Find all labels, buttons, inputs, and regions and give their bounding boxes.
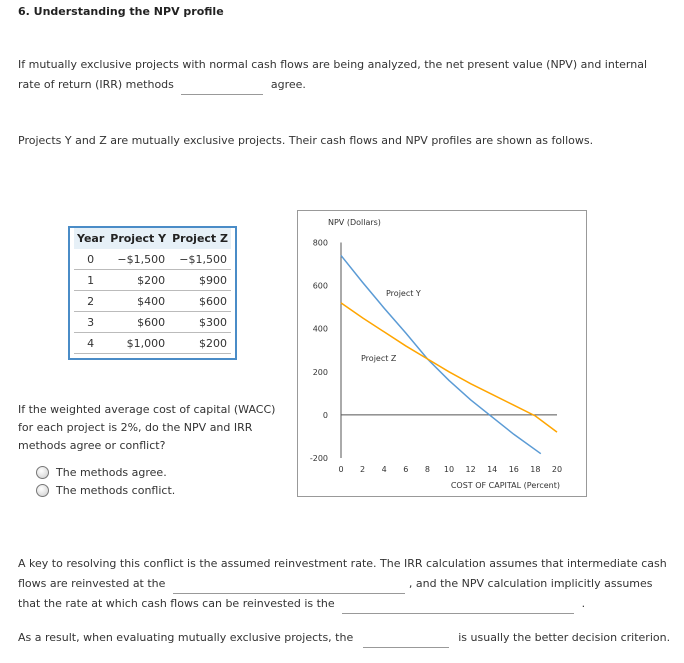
cell-project-y: $1,000 (107, 332, 170, 354)
series-line-project-y (340, 254, 542, 455)
x-tick-label: 14 (487, 465, 497, 474)
table-row: 1 $200 $900 (74, 269, 231, 291)
question-3-text-e: . (581, 597, 586, 610)
x-tick-label: 2 (360, 465, 365, 474)
x-tick-label: 16 (509, 465, 519, 474)
y-tick-label: 800 (313, 239, 328, 248)
decision-criterion-blank[interactable] (362, 633, 449, 648)
x-tick-label: 4 (382, 465, 387, 474)
cell-project-z: $200 (169, 332, 231, 354)
table-row: 3 $600 $300 (74, 311, 231, 333)
question-3-text-d: that the rate at which cash flows can be… (18, 597, 335, 610)
page-title: 6. Understanding the NPV profile (18, 5, 224, 18)
x-tick-label: 8 (425, 465, 430, 474)
question-3-text-c: , and the NPV calculation implicitly ass… (408, 577, 653, 590)
cell-project-z: $900 (169, 269, 231, 291)
cell-year: 4 (74, 332, 108, 354)
question-1-text-b: rate of return (IRR) methods (18, 78, 174, 91)
option-agree[interactable]: The methods agree. (36, 463, 298, 481)
option-conflict-label: The methods conflict. (56, 483, 176, 497)
cell-year: 1 (74, 269, 108, 291)
question-1-text: If mutually exclusive projects with norm… (18, 58, 648, 71)
x-tick-label: 6 (403, 465, 408, 474)
y-tick-label: 200 (313, 368, 328, 377)
cell-project-z: $600 (169, 290, 231, 312)
cell-project-y: $200 (107, 269, 170, 291)
cash-flow-table: Year Project Y Project Z 0 −$1,500 −$1,500… (68, 226, 237, 360)
x-tick-label: 20 (552, 465, 562, 474)
option-agree-label: The methods agree. (56, 465, 167, 479)
y-tick-label: -200 (310, 454, 328, 463)
table-row: 4 $1,000 $200 (74, 332, 231, 354)
question-3-text-b: flows are reinvested at the (18, 577, 166, 590)
question-2-line-1: If the weighted average cost of capital … (18, 403, 276, 416)
y-tick-label: 600 (313, 282, 328, 291)
intro-text: Projects Y and Z are mutually exclusive … (18, 134, 594, 147)
cell-year: 2 (74, 290, 108, 312)
x-tick-label: 0 (338, 465, 343, 474)
question-4-text-b: is usually the better decision criterion… (458, 631, 671, 644)
cell-project-y: $600 (107, 311, 170, 333)
series-line-project-z (340, 302, 558, 433)
radio-button-icon[interactable] (36, 483, 49, 497)
series-label-project-y: Project Y (386, 289, 421, 298)
question-4-text-a: As a result, when evaluating mutually ex… (18, 631, 354, 644)
irr-reinvestment-blank[interactable] (172, 579, 405, 594)
npv-reinvestment-blank[interactable] (342, 599, 575, 614)
x-tick-label: 12 (466, 465, 476, 474)
cell-year: 0 (74, 249, 108, 270)
radio-button-icon[interactable] (36, 465, 49, 479)
y-axis-label: NPV (Dollars) (328, 218, 381, 227)
table-row: 2 $400 $600 (74, 290, 231, 312)
header-project-y: Project Y (107, 228, 170, 249)
cell-project-y: −$1,500 (107, 249, 170, 270)
header-year: Year (74, 228, 108, 249)
x-tick-label: 18 (530, 465, 540, 474)
y-tick-label: 400 (313, 325, 328, 334)
question-2-line-2: for each project is 2%, do the NPV and I… (18, 421, 253, 434)
npv-chart-svg: NPV (Dollars)COST OF CAPITAL (Percent)80… (310, 218, 562, 490)
x-tick-label: 10 (444, 465, 454, 474)
cell-project-z: −$1,500 (169, 249, 231, 270)
question-1-text-c: agree. (270, 78, 306, 91)
question-2-line-3: methods agree or conflict? (18, 439, 166, 452)
option-conflict[interactable]: The methods conflict. (36, 481, 298, 499)
npv-profile-chart: NPV (Dollars) COST OF CAPITAL (Percent) 80… (297, 210, 587, 497)
series-label-project-z: Project Z (361, 354, 397, 363)
x-axis-label: COST OF CAPITAL (Percent) (451, 481, 560, 490)
y-tick-label: 0 (323, 411, 328, 420)
cell-project-z: $300 (169, 311, 231, 333)
cell-year: 3 (74, 311, 108, 333)
question-3-line-1: A key to resolving this conflict is the … (18, 557, 667, 570)
table-row: 0 −$1,500 −$1,500 (74, 249, 231, 270)
header-project-z: Project Z (169, 228, 231, 249)
cell-project-y: $400 (107, 290, 170, 312)
question-1-blank[interactable] (181, 80, 264, 95)
